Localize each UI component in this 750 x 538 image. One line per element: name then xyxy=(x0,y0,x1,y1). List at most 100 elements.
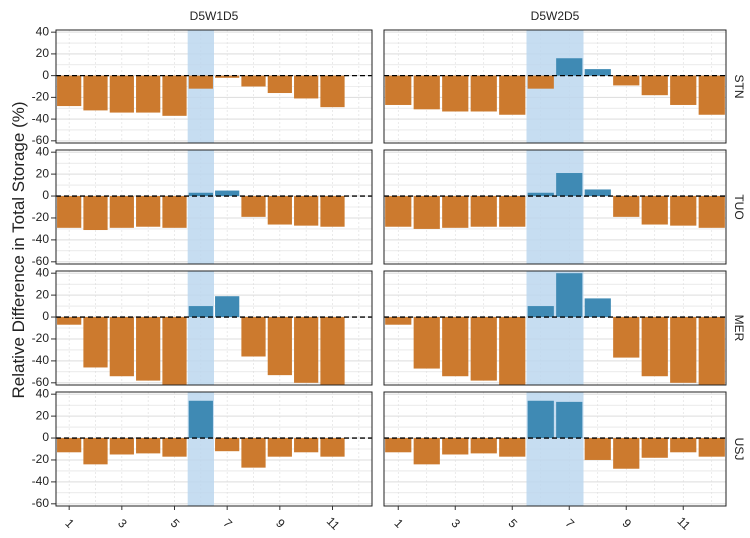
y-tick-label: 20 xyxy=(36,408,50,422)
panel-frame xyxy=(55,29,373,144)
y-tick-label: 40 xyxy=(36,24,50,38)
bar xyxy=(57,75,82,107)
x-tick-label: 9 xyxy=(273,516,288,531)
bar xyxy=(162,438,187,457)
x-tick-label: 11 xyxy=(324,514,343,533)
bar xyxy=(109,75,134,113)
y-tick-label: -40 xyxy=(32,474,50,488)
bar xyxy=(320,317,345,385)
bar xyxy=(320,438,345,457)
y-tick-label: 40 xyxy=(36,144,50,158)
bar xyxy=(527,306,554,318)
x-tick-label: 5 xyxy=(168,516,183,531)
bar xyxy=(136,317,161,381)
x-tick-label: 3 xyxy=(115,516,130,531)
bar xyxy=(698,196,725,228)
bar xyxy=(385,438,412,453)
bar xyxy=(670,317,697,383)
bar xyxy=(188,75,213,89)
bar xyxy=(188,306,213,318)
bar xyxy=(641,196,668,225)
panel-frame xyxy=(55,270,373,386)
bar xyxy=(613,317,640,358)
bar xyxy=(527,400,554,439)
bar xyxy=(267,438,292,457)
column-title-d5w2d5: D5W2D5 xyxy=(531,9,580,23)
row-label-stn: STN xyxy=(732,75,746,99)
y-tick-label: 40 xyxy=(36,386,50,400)
y-tick-label: 0 xyxy=(42,68,49,82)
y-tick-label: -20 xyxy=(32,90,50,104)
panel-tuo-d5w2d5 xyxy=(383,149,727,265)
y-tick-label: -20 xyxy=(32,210,50,224)
bar xyxy=(215,75,240,78)
bar xyxy=(413,317,440,369)
bar xyxy=(584,438,611,460)
bar xyxy=(109,438,134,455)
bar xyxy=(57,438,82,453)
bar xyxy=(294,438,319,453)
bar xyxy=(413,75,440,110)
panel-stn-d5w2d5 xyxy=(383,29,727,144)
bar xyxy=(320,196,345,227)
x-tick-label: 1 xyxy=(392,516,407,531)
y-tick-label: 20 xyxy=(36,166,50,180)
bar xyxy=(162,75,187,116)
y-tick-label: -40 xyxy=(32,111,50,125)
y-tick-label: -60 xyxy=(32,496,50,510)
y-axis-label: Relative Difference in Total Storage (%) xyxy=(9,101,28,398)
bar xyxy=(556,401,583,439)
y-tick-label: 0 xyxy=(42,430,49,444)
bar xyxy=(499,438,526,457)
y-tick-label: 40 xyxy=(36,265,50,279)
panel-mer-d5w1d5 xyxy=(55,270,373,386)
bar xyxy=(470,438,497,454)
panel-mer-d5w2d5 xyxy=(383,270,727,386)
bar xyxy=(267,317,292,376)
bar xyxy=(267,75,292,94)
y-tick-label: -40 xyxy=(32,232,50,246)
bar xyxy=(556,173,583,197)
bar xyxy=(241,438,266,468)
bar xyxy=(215,296,240,318)
bar xyxy=(613,75,640,86)
bar xyxy=(556,58,583,76)
bar xyxy=(188,192,213,197)
bar xyxy=(83,438,108,465)
column-title-d5w1d5: D5W1D5 xyxy=(190,9,239,23)
bar xyxy=(83,75,108,111)
row-label-mer: MER xyxy=(732,315,746,342)
bar xyxy=(57,317,82,325)
panel-frame xyxy=(383,149,727,265)
bar xyxy=(698,317,725,385)
bar xyxy=(215,190,240,197)
bar xyxy=(470,196,497,227)
bar xyxy=(698,438,725,457)
bar xyxy=(499,196,526,227)
row-label-usj: USJ xyxy=(732,438,746,461)
panel-frame xyxy=(55,149,373,265)
y-tick-label: 20 xyxy=(36,46,50,60)
x-tick-label: 11 xyxy=(674,514,693,533)
bar xyxy=(442,75,469,112)
panel-frame xyxy=(383,29,727,144)
bar xyxy=(613,438,640,469)
bar xyxy=(385,317,412,325)
y-tick-label: -20 xyxy=(32,331,50,345)
bar xyxy=(670,196,697,226)
bar xyxy=(499,317,526,385)
x-tick-label: 7 xyxy=(220,516,235,531)
y-tick-label: -60 xyxy=(32,254,50,268)
bar xyxy=(188,400,213,439)
y-tick-label: -20 xyxy=(32,452,50,466)
bar xyxy=(442,196,469,228)
bar xyxy=(136,438,161,454)
bar xyxy=(83,317,108,368)
highlight-band xyxy=(187,150,214,264)
bar xyxy=(613,196,640,217)
bar xyxy=(670,438,697,453)
bar xyxy=(241,196,266,217)
bar xyxy=(527,75,554,89)
bar xyxy=(241,317,266,357)
x-tick-label: 1 xyxy=(62,516,77,531)
